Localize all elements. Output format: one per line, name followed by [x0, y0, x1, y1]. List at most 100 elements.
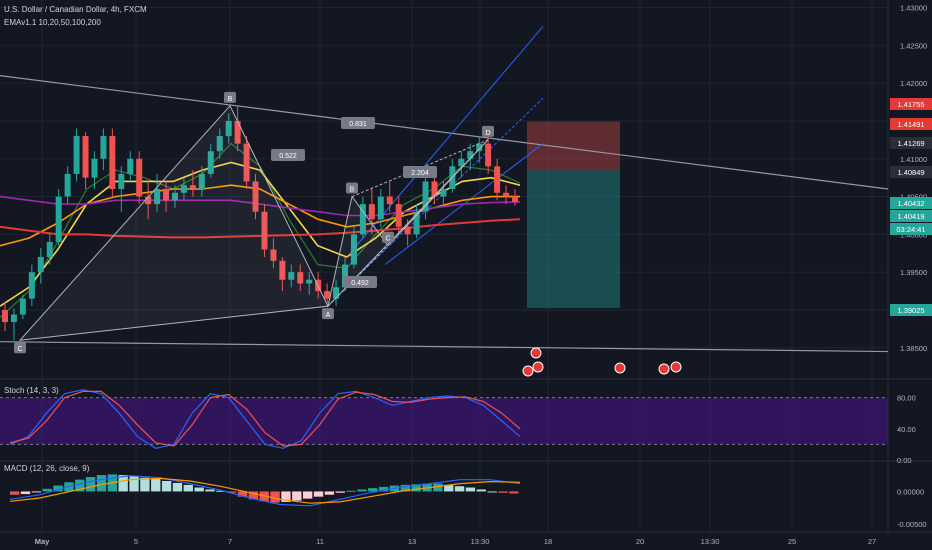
- price-tag-label: 1.41755: [897, 100, 924, 109]
- time-tick-label: 25: [788, 537, 796, 546]
- price-tag-box: [890, 118, 932, 130]
- macd-histogram-bar: [151, 479, 161, 492]
- price-tag-label: 1.41491: [897, 120, 924, 129]
- macd-histogram-bar: [10, 491, 20, 495]
- macd-line: [9, 475, 521, 507]
- candle-body: [28, 272, 35, 299]
- candle-body: [368, 204, 375, 220]
- pattern-point-label: B: [228, 96, 233, 103]
- candle-body: [324, 291, 331, 299]
- time-tick-label: 27: [868, 537, 876, 546]
- macd-tick-label: 0.00000: [897, 487, 924, 496]
- price-tag-label: 1.40419: [897, 212, 924, 221]
- candle-body: [261, 211, 268, 250]
- price-tag-label: 1.40432: [897, 199, 924, 208]
- pattern-dashed: [351, 139, 489, 198]
- macd-histogram-bar: [194, 487, 204, 492]
- price-tag-box: [890, 166, 932, 178]
- candle-body: [494, 166, 501, 193]
- time-tick-label: 13: [408, 537, 416, 546]
- candle-body: [252, 181, 259, 212]
- macd-histogram-bar: [216, 490, 226, 492]
- stoch-tick-label: 80.00: [897, 394, 916, 403]
- macd-tick-label: -0.00500: [897, 520, 927, 529]
- candles: [2, 105, 518, 341]
- price-tag-box: [890, 223, 932, 235]
- event-flag-icon: [530, 347, 542, 359]
- event-flag-icon: [670, 361, 682, 373]
- ema200-line: [0, 218, 521, 239]
- pattern-point-badge: [382, 231, 394, 243]
- macd-histogram-bar: [292, 491, 302, 501]
- time-tick-label: 13:30: [701, 537, 720, 546]
- pattern-point-label: A: [326, 312, 331, 319]
- candle-body: [172, 192, 178, 201]
- candle-body: [189, 185, 196, 189]
- position-stop-zone: [527, 121, 620, 171]
- macd-histogram-bar: [346, 490, 356, 492]
- price-tag-label: 1.40849: [897, 168, 924, 177]
- candle-body: [55, 196, 62, 242]
- trend-line-upper: [0, 75, 889, 190]
- candle-body: [288, 272, 295, 280]
- pattern-point-badge: [14, 342, 26, 354]
- candle-body: [198, 173, 205, 189]
- candle-body: [503, 192, 510, 197]
- macd-histogram-bar: [324, 491, 335, 495]
- candle-body: [91, 158, 98, 178]
- time-tick-label: May: [35, 537, 50, 546]
- candle-body: [359, 204, 366, 235]
- candle-body: [127, 158, 134, 174]
- ratio-badge: [403, 166, 437, 178]
- time-tick-label: 11: [316, 537, 324, 546]
- candle-body: [333, 287, 340, 299]
- macd-histogram-bar: [476, 489, 486, 492]
- macd-histogram-bar: [118, 475, 128, 492]
- macd-histogram-bar: [140, 477, 150, 492]
- ratio-label: 2.204: [411, 170, 429, 177]
- candle-body: [350, 234, 357, 265]
- time-tick-label: 5: [134, 537, 138, 546]
- ratio-label: 0.831: [349, 121, 367, 128]
- macd-histogram-bar: [20, 491, 31, 495]
- time-tick-label: 18: [544, 537, 552, 546]
- macd-histogram-bar: [302, 491, 313, 499]
- macd-histogram-bar: [248, 491, 259, 500]
- event-flag-icon: [614, 362, 626, 374]
- candle-body: [297, 272, 304, 284]
- pattern-triangle: [18, 104, 329, 341]
- macd-histogram-bar: [172, 482, 183, 492]
- macd-histogram-bar: [444, 484, 454, 492]
- pattern-point-badge: [224, 91, 236, 103]
- candle-body: [100, 136, 107, 159]
- macd-histogram-bar: [498, 491, 508, 493]
- candle-body: [64, 173, 71, 197]
- harmonic-pattern: C B A B C D 0.522 0.831 0.492 2.204: [14, 91, 494, 354]
- candle-body: [73, 136, 80, 174]
- pattern-point-label: C: [385, 236, 390, 243]
- indicator-label: EMAv1.1 10,20,50,100,200: [4, 18, 101, 27]
- macd-histogram-bar: [161, 480, 172, 492]
- candle-body: [46, 241, 53, 258]
- candle-body: [467, 151, 474, 159]
- ratio-label: 0.522: [279, 153, 297, 160]
- macd-histogram-bar: [378, 486, 389, 492]
- price-tick-label: 1.38500: [900, 344, 927, 353]
- candle-body: [342, 264, 348, 288]
- macd-histogram-bar: [454, 486, 465, 492]
- macd-histogram-bar: [75, 479, 85, 492]
- macd-histogram-bar: [509, 491, 519, 494]
- stoch-title: Stoch (14, 3, 3): [4, 386, 59, 395]
- candle-body: [234, 120, 241, 144]
- pattern-point-label: C: [17, 346, 22, 353]
- price-tick-label: 1.42000: [900, 79, 927, 88]
- candle-body: [163, 189, 170, 201]
- price-tag-label: 1.41269: [897, 139, 924, 148]
- candle-body: [377, 196, 384, 220]
- candle-body: [207, 151, 214, 174]
- pattern-point-label: D: [485, 130, 490, 137]
- event-flag-icon: [658, 363, 670, 375]
- stoch-d-line: [9, 390, 521, 447]
- candle-body: [485, 143, 492, 167]
